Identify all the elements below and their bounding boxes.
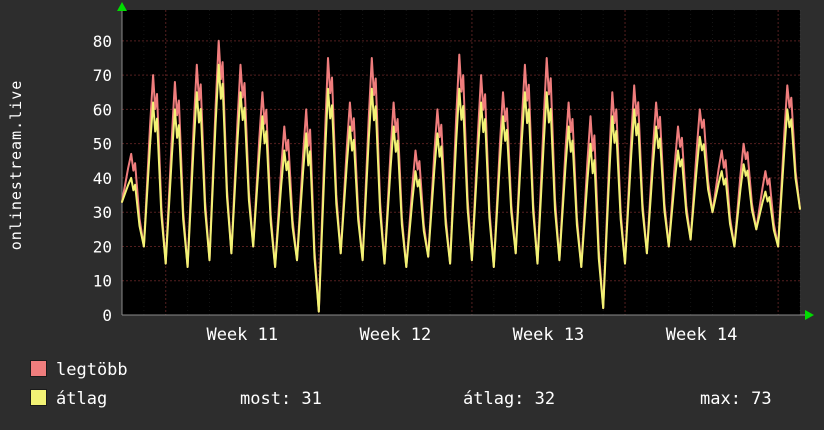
y-tick-label: 30 — [93, 203, 112, 222]
legend-label-atlag: átlag — [56, 389, 108, 409]
x-tick-label: Week 12 — [360, 325, 432, 345]
x-tick-label: Week 11 — [206, 325, 278, 345]
y-tick-label: 70 — [93, 66, 112, 85]
legend-row-legtobb: legtöbb — [0, 356, 824, 385]
x-tick-label: Week 14 — [666, 325, 738, 345]
legend-swatch-legtobb — [30, 360, 47, 377]
y-tick-label: 80 — [93, 32, 112, 51]
legend: legtöbb átlag most: 31 átlag: 32 max: 73 — [0, 356, 824, 426]
stat-atlag: átlag: 32 — [463, 389, 556, 409]
series-atlag-line — [121, 63, 801, 313]
legend-row-atlag: átlag most: 31 átlag: 32 max: 73 — [0, 385, 824, 414]
chart-svg: 0 10 20 30 40 50 60 70 80 Week 11 Week 12 Week 13 We… — [93, 2, 814, 345]
y-tick-label: 60 — [93, 100, 112, 119]
stat-most: most: 31 — [240, 389, 322, 409]
y-axis-arrow-icon — [117, 2, 127, 11]
y-tick-label: 50 — [93, 135, 112, 154]
y-tick-label: 40 — [93, 169, 112, 188]
y-tick-label: 20 — [93, 237, 112, 256]
legend-swatch-atlag — [30, 389, 47, 406]
y-tick-label: 10 — [93, 272, 112, 291]
x-tick-label: Week 13 — [513, 325, 585, 345]
y-tick-label: 0 — [102, 306, 112, 325]
legend-label-legtobb: legtöbb — [56, 360, 128, 380]
stat-max: max: 73 — [700, 389, 772, 409]
x-axis-arrow-icon — [805, 310, 814, 320]
